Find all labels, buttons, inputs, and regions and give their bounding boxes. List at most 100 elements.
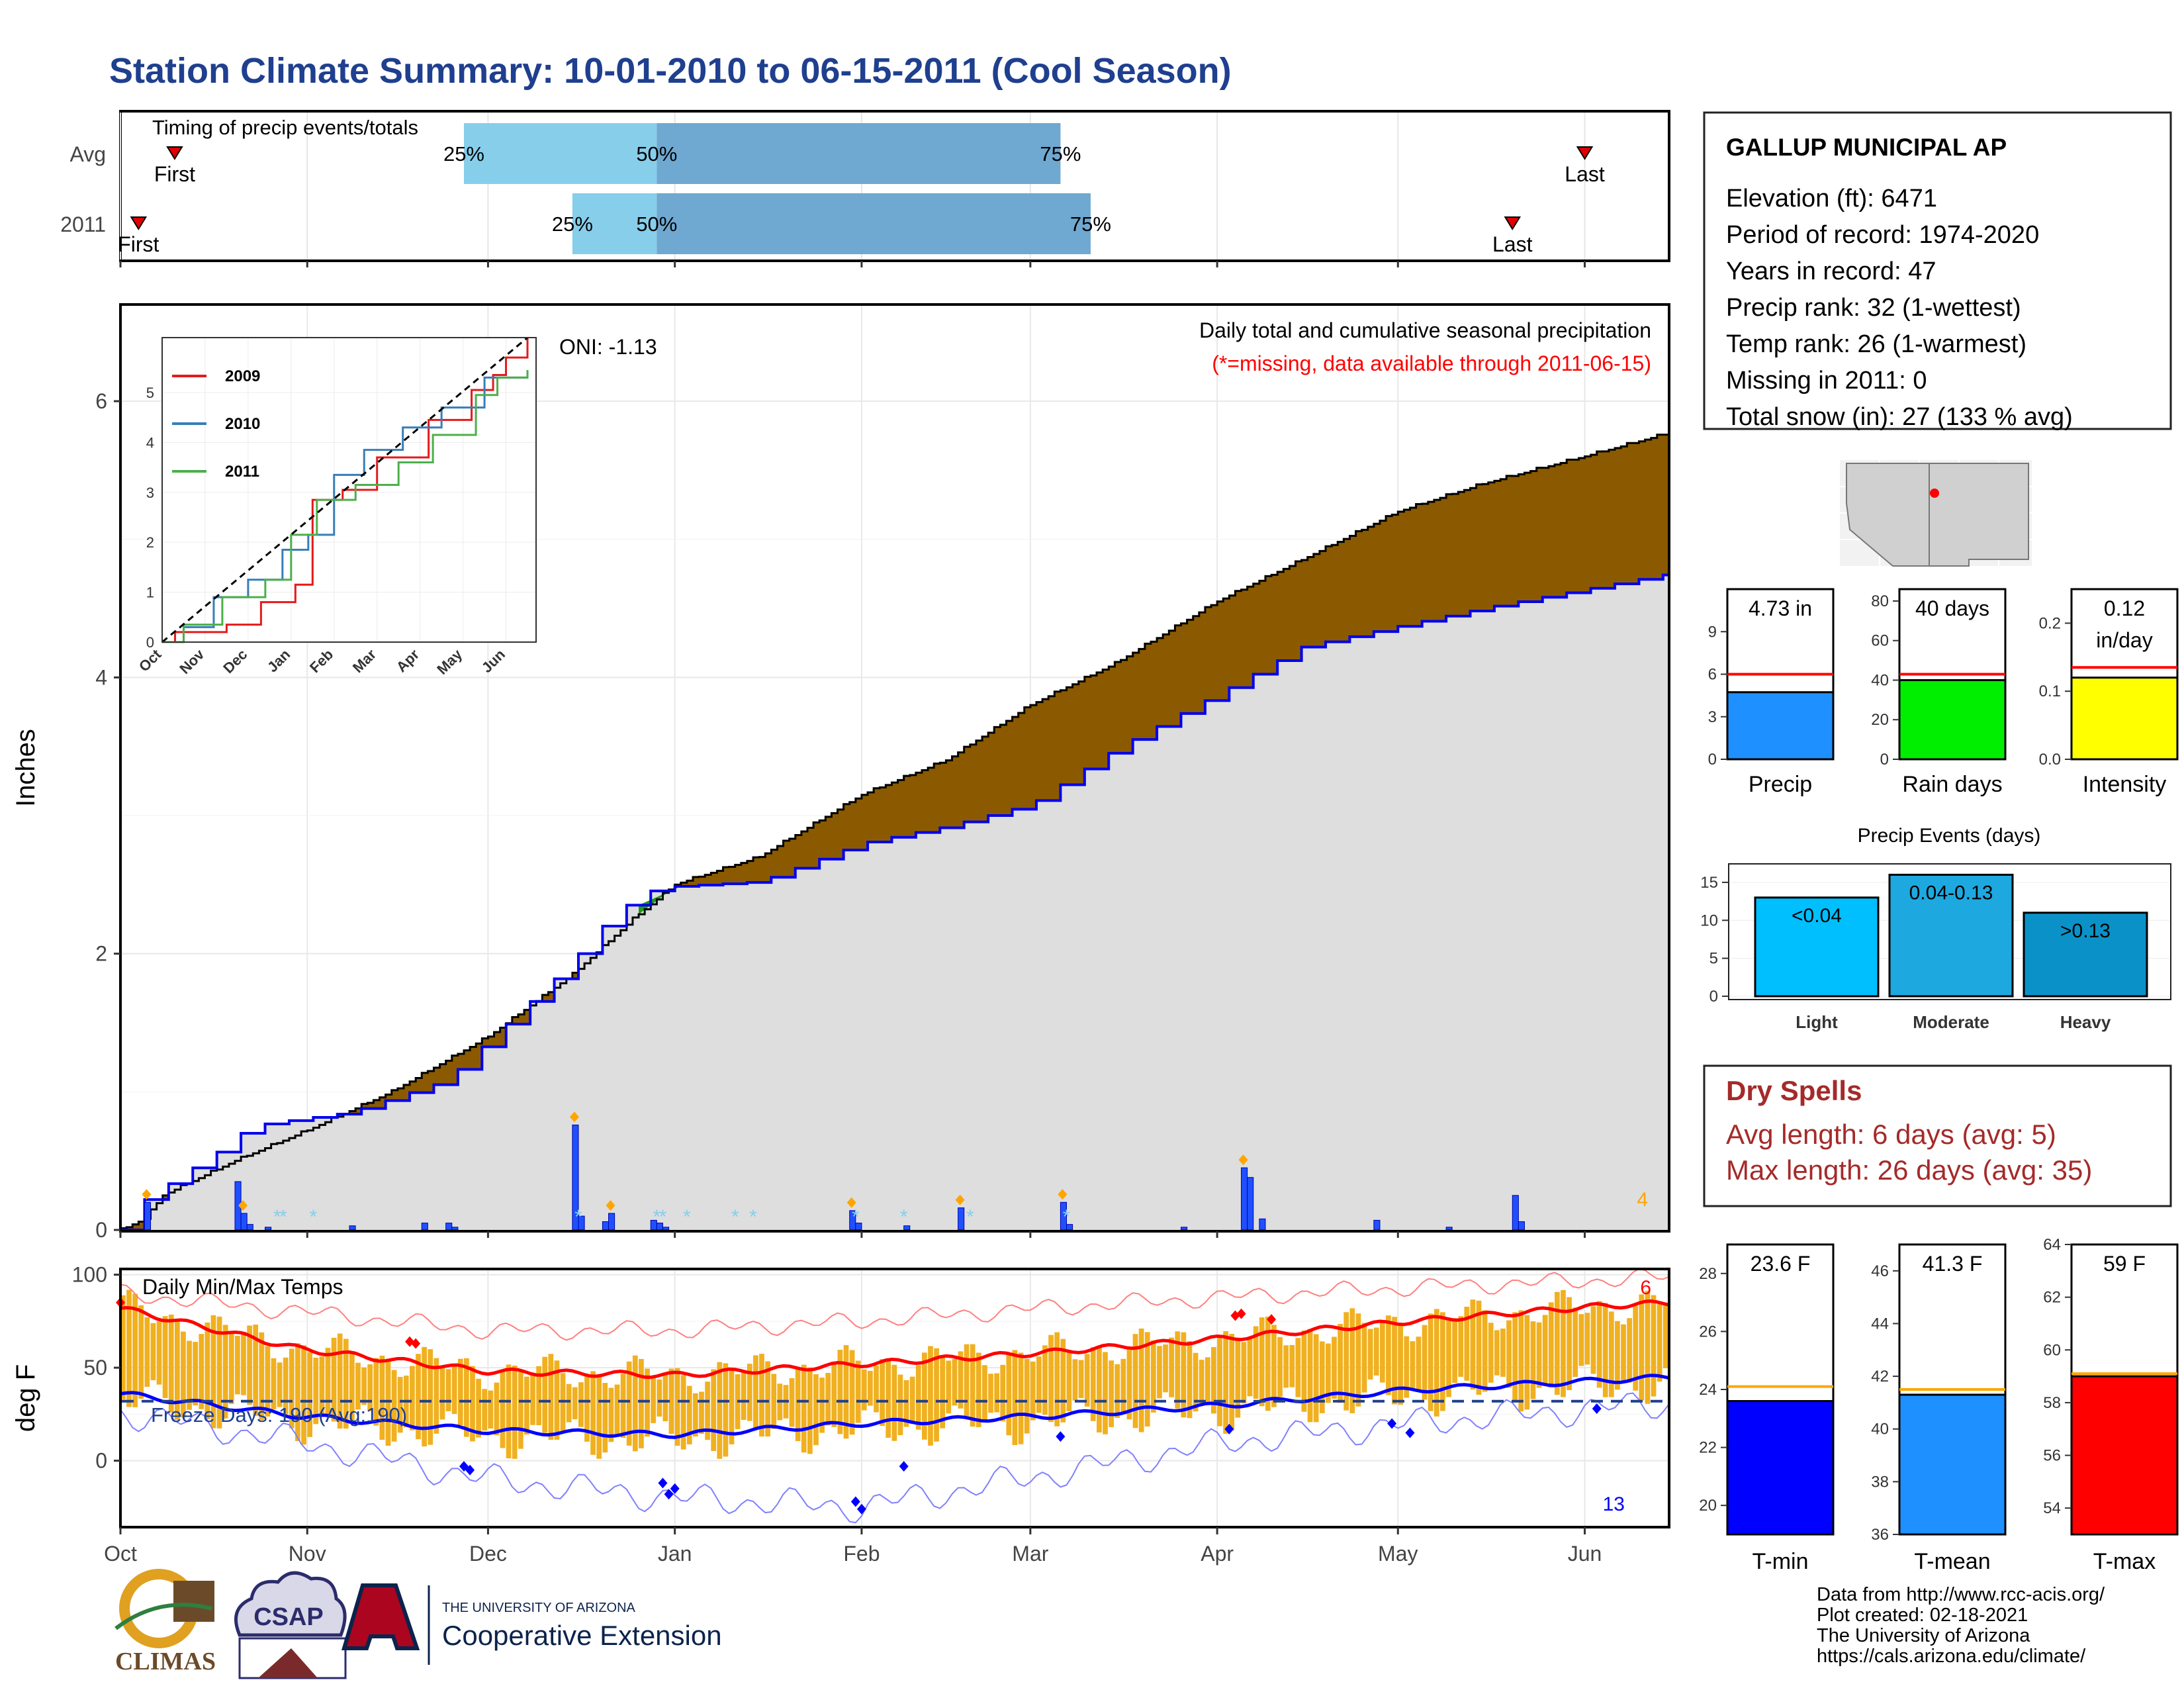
daily-temp-bar: [1084, 1354, 1090, 1407]
mini-chart-y-tick: 20: [1871, 711, 1889, 729]
mini-chart-y-tick: 6: [1708, 666, 1717, 684]
mini-chart-value: 23.6 F: [1751, 1252, 1811, 1276]
dry-spells-box: Dry Spells Avg length: 6 days (avg: 5) M…: [1703, 1064, 2172, 1207]
inset-legend-label: 2009: [225, 367, 260, 385]
daily-temp-bar: [1488, 1323, 1494, 1383]
tmin-record-count: 13: [1603, 1493, 1625, 1515]
daily-temp-bar: [602, 1383, 608, 1453]
daily-temp-bar: [132, 1293, 138, 1407]
station-line-5: Temp rank: 26 (1-warmest): [1726, 330, 2026, 358]
mini-chart-y-tick: 60: [1871, 632, 1889, 650]
mini-chart-y-tick: 46: [1871, 1262, 1889, 1280]
footer-line-4: https://cals.arizona.edu/climate/: [1817, 1646, 2086, 1667]
missing-star: *: [731, 1206, 739, 1228]
daily-temp-bar: [880, 1359, 885, 1427]
inset-series-line: [161, 336, 528, 643]
daily-precip-bar: [445, 1223, 453, 1231]
daily-precip-bar: [1180, 1227, 1188, 1231]
daily-temp-bar: [391, 1370, 397, 1442]
precip-frame: [119, 303, 1670, 1233]
mini-chart-y-tick: 40: [1871, 1421, 1889, 1438]
daily-temp-bar: [205, 1322, 210, 1420]
daily-temp-bar: [1464, 1306, 1470, 1381]
daily-temp-bar: [1349, 1308, 1355, 1413]
daily-temp-bar: [934, 1348, 939, 1442]
daily-temp-bar: [482, 1389, 488, 1431]
daily-temp-bar: [614, 1384, 620, 1436]
daily-precip-bar: [1518, 1221, 1525, 1231]
daily-temp-bar: [536, 1366, 541, 1425]
daily-temp-bar: [1144, 1332, 1150, 1427]
timing-quantile-label: 25%: [443, 142, 484, 165]
daily-temp-bar: [699, 1391, 704, 1434]
inset-legend-label: 2010: [225, 415, 260, 433]
daily-temp-bar: [1500, 1329, 1506, 1377]
daily-temp-bar: [765, 1361, 770, 1437]
daily-temp-bar: [445, 1369, 451, 1411]
month-x-axis: Oct Nov Dec Jan Feb Mar Apr May Jun: [104, 261, 1602, 1566]
daily-temp-bar: [1181, 1332, 1187, 1418]
events-bar: [2023, 912, 2148, 998]
mini-chart-bar: [2070, 677, 2179, 761]
daily-temp-bar: [1476, 1300, 1482, 1395]
daily-temp-bar: [1175, 1331, 1181, 1409]
daily-temp-bar: [680, 1375, 686, 1450]
timing-row-avg: Avg 25% 50% 75% First Last: [69, 123, 1605, 186]
x-month-tick: Dec: [469, 1542, 507, 1566]
daily-temp-bar: [1150, 1340, 1156, 1413]
daily-temp-bar: [819, 1378, 825, 1433]
daily-temp-bar: [668, 1368, 674, 1434]
daily-temp-bar: [584, 1374, 590, 1442]
timing-quantile-label: 50%: [636, 212, 677, 236]
mini-chart-value: 0.12: [2104, 596, 2145, 620]
mini-chart-y-tick: 54: [2043, 1499, 2061, 1517]
inset-y-tick: 4: [146, 434, 154, 451]
inset-series-line: [162, 370, 529, 643]
daily-temp-bar: [512, 1365, 518, 1459]
timing-row-label: 2011: [60, 212, 106, 236]
daily-temp-bar: [1115, 1364, 1120, 1419]
events-bars: 0 5 10 15 <0.04 Light 0.04-0.13 Moderate >0.13 He…: [1700, 874, 2169, 1032]
mini-chart-y-tick: 3: [1708, 708, 1717, 726]
footer-line-2: Plot created: 02-18-2021: [1817, 1605, 2028, 1626]
inset-y-tick: 5: [146, 385, 154, 401]
daily-temp-bar: [331, 1337, 337, 1422]
daily-temp-bar: [1012, 1350, 1018, 1445]
daily-temp-bar: [138, 1305, 144, 1399]
daily-temp-bar: [596, 1375, 602, 1459]
daily-temp-bar: [1662, 1305, 1668, 1368]
mini-chart-y-tick: 28: [1699, 1265, 1717, 1283]
daily-temp-bar: [921, 1352, 927, 1440]
daily-temp-bar: [1072, 1359, 1078, 1401]
timing-row-2011: 2011 25% 50% 75% First Last: [60, 193, 1533, 256]
climas-logo: CLIMAS: [114, 1569, 216, 1675]
tmax-record-count: 6: [1640, 1277, 1651, 1299]
daily-temp-bar: [590, 1371, 596, 1455]
daily-temp-bar: [572, 1387, 578, 1420]
footer-line-3: The University of Arizona: [1817, 1625, 2030, 1646]
daily-temp-bar: [1633, 1305, 1639, 1391]
daily-temp-bar: [1169, 1337, 1175, 1397]
daily-temp-bar: [1458, 1316, 1464, 1377]
daily-temp-bar: [283, 1357, 289, 1415]
events-y-tick: 10: [1700, 912, 1718, 929]
daily-temp-bar: [1326, 1343, 1331, 1403]
mini-chart-bar: [2070, 1375, 2179, 1536]
mini-chart-caption: Intensity: [2083, 772, 2167, 797]
daily-temp-bar: [1271, 1325, 1277, 1407]
inset-y-tick: 3: [146, 485, 154, 501]
x-month-tick: May: [1378, 1542, 1418, 1566]
tmax-record-marker: [1236, 1308, 1246, 1319]
daily-temp-bar: [897, 1374, 903, 1436]
daily-temp-bar: [1639, 1294, 1645, 1401]
mini-chart-bar: [1726, 691, 1835, 761]
tmin-record-marker: [1405, 1427, 1415, 1438]
daily-temp-bar: [1078, 1360, 1084, 1399]
daily-temp-bar: [1621, 1324, 1626, 1383]
cumulative-precip-line: [120, 433, 1670, 1229]
mini-chart-precip: 4.73 in 0 3 6 9 Precip: [1708, 588, 1835, 797]
daily-temp-bar: [313, 1357, 319, 1425]
oni-label: ONI: -1.13: [559, 335, 657, 359]
mini-chart-t-mean: 41.3 F 36 38 40 42 44 46 T-mean: [1871, 1243, 2007, 1574]
